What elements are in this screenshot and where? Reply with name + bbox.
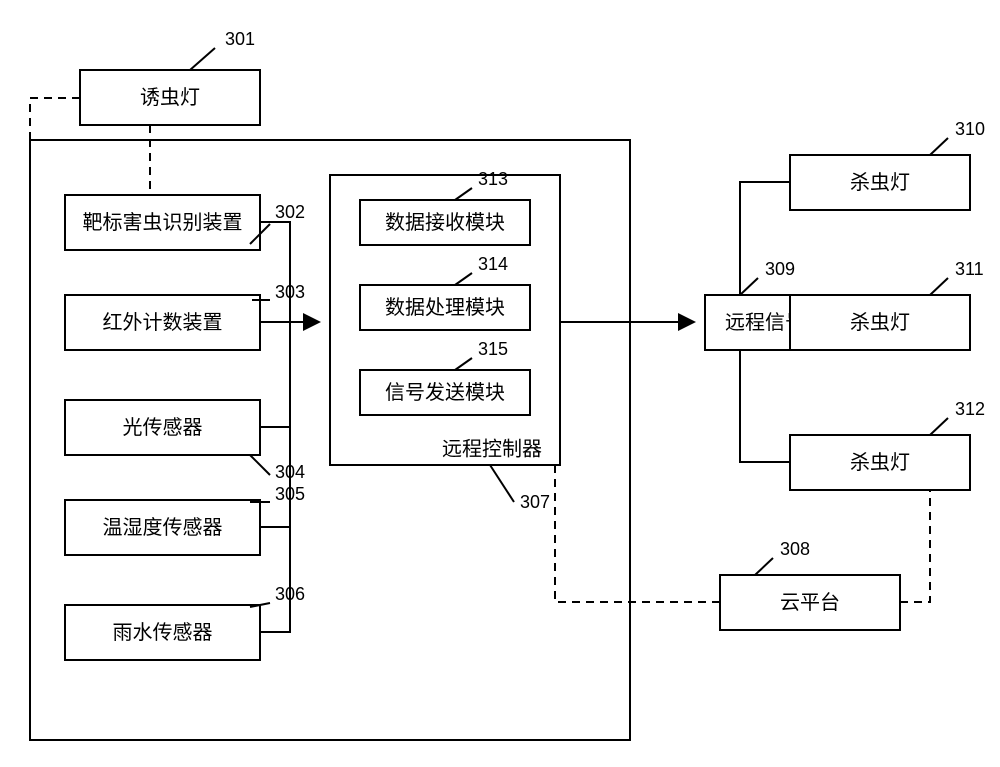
refnum-n307: 307 xyxy=(520,492,550,512)
node-label-n313: 数据接收模块 xyxy=(385,211,505,234)
node-label-n305: 温湿度传感器 xyxy=(103,516,223,539)
node-label-n312: 杀虫灯 xyxy=(850,451,910,474)
lead-n307 xyxy=(490,465,514,502)
lead-n308 xyxy=(755,558,773,575)
block-diagram: 远程控制器 诱虫灯靶标害虫识别装置红外计数装置光传感器温湿度传感器雨水传感器 数据… xyxy=(0,0,1000,767)
refnum-n314: 314 xyxy=(478,254,508,274)
nodes: 诱虫灯靶标害虫识别装置红外计数装置光传感器温湿度传感器雨水传感器 数据接收模块数据… xyxy=(65,70,970,660)
node-label-n315: 信号发送模块 xyxy=(385,381,505,404)
node-label-n301: 诱虫灯 xyxy=(140,86,200,109)
node-label-n310: 杀虫灯 xyxy=(850,171,910,194)
node-label-n308: 云平台 xyxy=(780,591,840,614)
refnum-n312: 312 xyxy=(955,399,985,419)
lead-n315 xyxy=(455,358,472,370)
refnum-n311: 311 xyxy=(955,259,984,279)
refnum-n306: 306 xyxy=(275,584,305,604)
refnum-n302: 302 xyxy=(275,202,305,222)
lead-n301 xyxy=(190,48,215,70)
node-label-n311: 杀虫灯 xyxy=(850,311,910,334)
edge-solid-7 xyxy=(740,350,790,462)
edge-dashed-2 xyxy=(555,465,720,602)
refnum-n309: 309 xyxy=(765,259,795,279)
lead-n304 xyxy=(250,455,270,475)
lead-n311 xyxy=(930,278,948,295)
refnum-n313: 313 xyxy=(478,169,508,189)
refnum-n303: 303 xyxy=(275,282,305,302)
refnum-n304: 304 xyxy=(275,462,305,482)
node-label-n303: 红外计数装置 xyxy=(103,311,223,334)
node-label-n306: 雨水传感器 xyxy=(113,621,213,644)
controller-label: 远程控制器 xyxy=(442,437,542,460)
lead-n310 xyxy=(930,138,948,155)
lead-n314 xyxy=(455,273,472,285)
node-label-n302: 靶标害虫识别装置 xyxy=(83,211,243,234)
node-label-n314: 数据处理模块 xyxy=(385,296,505,319)
node-label-n304: 光传感器 xyxy=(123,416,203,439)
refnum-n301: 301 xyxy=(225,29,255,49)
lead-n313 xyxy=(455,188,472,200)
lead-n312 xyxy=(930,418,948,435)
refnum-n308: 308 xyxy=(780,539,810,559)
lead-n309 xyxy=(740,278,758,295)
refnum-n310: 310 xyxy=(955,119,985,139)
refnum-n315: 315 xyxy=(478,339,508,359)
refnum-n305: 305 xyxy=(275,484,305,504)
edge-dashed-3 xyxy=(900,490,930,602)
